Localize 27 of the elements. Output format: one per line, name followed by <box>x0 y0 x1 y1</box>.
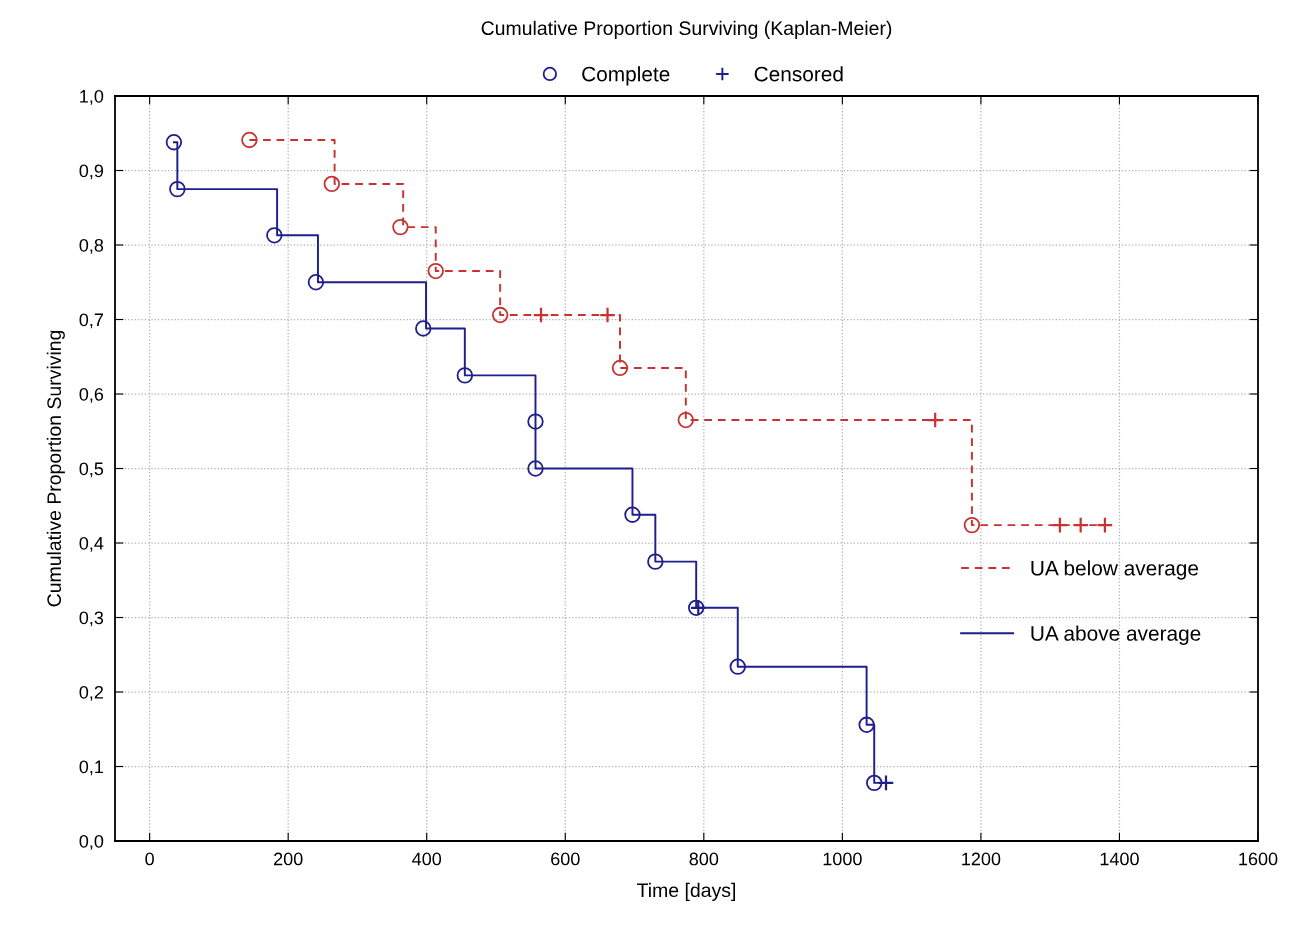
x-tick-label: 400 <box>412 852 442 866</box>
legend-label: Censored <box>754 66 843 82</box>
y-tick-label: 0,1 <box>79 760 104 776</box>
x-tick-label: 1000 <box>823 852 862 866</box>
y-tick-label: 0,4 <box>79 536 104 552</box>
x-tick-label: 1200 <box>962 852 1001 866</box>
x-tick-label: 1400 <box>1100 852 1139 866</box>
y-tick-label: 0,8 <box>79 238 104 254</box>
x-tick-label: 0 <box>145 852 154 866</box>
x-tick-label: 200 <box>274 852 303 866</box>
legend-label: UA above average <box>1031 625 1201 645</box>
chart-title: Cumulative Proportion Surviving (Kaplan-Meier) <box>481 20 892 39</box>
y-axis-title: Cumulative Proportion Surviving <box>46 330 65 607</box>
legend-label: UA below average <box>1031 560 1199 580</box>
y-tick-label: 0,3 <box>79 611 104 627</box>
x-tick-label: 1600 <box>1239 852 1278 866</box>
y-tick-label: 0,9 <box>79 164 104 180</box>
x-tick-label: 600 <box>551 852 580 866</box>
y-tick-label: 0,2 <box>79 685 103 701</box>
legend-label: Complete <box>582 66 670 86</box>
y-tick-label: 0,0 <box>79 834 104 850</box>
y-tick-label: 0,7 <box>79 313 103 329</box>
y-tick-label: 0,6 <box>79 387 104 403</box>
x-axis-title: Time [days] <box>637 882 735 901</box>
y-tick-label: 1,0 <box>80 89 104 105</box>
y-tick-label: 0,5 <box>79 462 104 478</box>
x-tick-label: 800 <box>689 852 719 866</box>
